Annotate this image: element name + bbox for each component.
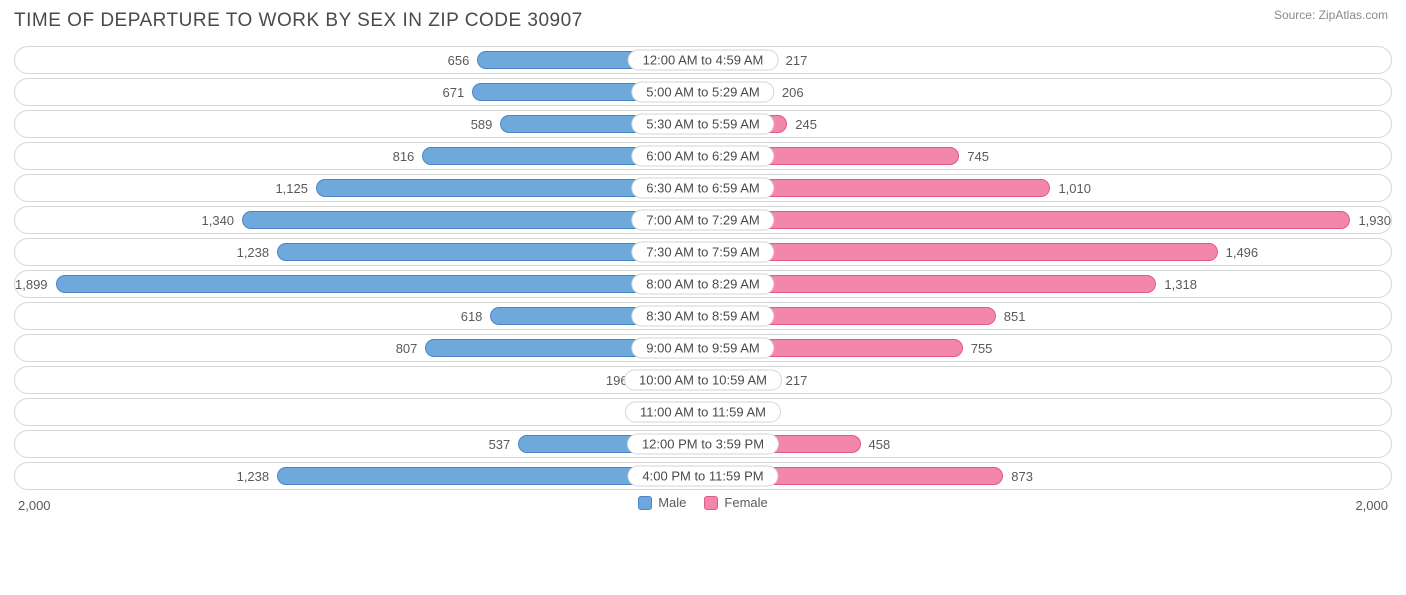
category-label: 7:00 AM to 7:29 AM <box>631 210 774 231</box>
male-value-label: 656 <box>448 53 470 68</box>
male-half: 1,340 <box>15 207 703 233</box>
male-value-label: 618 <box>461 309 483 324</box>
category-label: 8:30 AM to 8:59 AM <box>631 306 774 327</box>
female-half: 873 <box>703 463 1391 489</box>
female-half: 745 <box>703 143 1391 169</box>
chart-row: 671 206 5:00 AM to 5:29 AM <box>14 78 1392 106</box>
category-label: 7:30 AM to 7:59 AM <box>631 242 774 263</box>
female-half: 458 <box>703 431 1391 457</box>
male-half: 656 <box>15 47 703 73</box>
chart-row: 1,899 1,318 8:00 AM to 8:29 AM <box>14 270 1392 298</box>
male-value-label: 1,125 <box>275 181 308 196</box>
female-half: 755 <box>703 335 1391 361</box>
category-label: 4:00 PM to 11:59 PM <box>627 466 778 487</box>
female-value-label: 755 <box>971 341 993 356</box>
male-value-label: 1,899 <box>15 277 48 292</box>
chart-row: 816 745 6:00 AM to 6:29 AM <box>14 142 1392 170</box>
male-bar <box>56 275 703 293</box>
female-bar <box>703 243 1218 261</box>
category-label: 11:00 AM to 11:59 AM <box>625 402 781 423</box>
legend-label-male: Male <box>658 495 686 510</box>
male-half: 1,238 <box>15 463 703 489</box>
female-value-label: 458 <box>869 437 891 452</box>
male-half: 196 <box>15 367 703 393</box>
male-value-label: 589 <box>471 117 493 132</box>
axis-label-left: 2,000 <box>18 498 51 513</box>
male-swatch-icon <box>638 496 652 510</box>
female-value-label: 873 <box>1011 469 1033 484</box>
female-value-label: 1,496 <box>1226 245 1259 260</box>
diverging-bar-chart: 656 217 12:00 AM to 4:59 AM 671 206 5:00 AM t… <box>14 46 1392 490</box>
female-half: 108 <box>703 399 1391 425</box>
chart-row: 1,125 1,010 6:30 AM to 6:59 AM <box>14 174 1392 202</box>
male-half: 537 <box>15 431 703 457</box>
male-value-label: 537 <box>489 437 511 452</box>
category-label: 12:00 AM to 4:59 AM <box>628 50 779 71</box>
category-label: 5:30 AM to 5:59 AM <box>631 114 774 135</box>
chart-row: 656 217 12:00 AM to 4:59 AM <box>14 46 1392 74</box>
source-attribution: Source: ZipAtlas.com <box>1274 8 1388 22</box>
chart-row: 589 245 5:30 AM to 5:59 AM <box>14 110 1392 138</box>
male-half: 99 <box>15 399 703 425</box>
category-label: 12:00 PM to 3:59 PM <box>627 434 779 455</box>
male-value-label: 1,340 <box>202 213 235 228</box>
male-half: 671 <box>15 79 703 105</box>
chart-row: 1,238 873 4:00 PM to 11:59 PM <box>14 462 1392 490</box>
male-value-label: 1,238 <box>237 469 270 484</box>
female-value-label: 217 <box>786 53 808 68</box>
legend: Male Female <box>14 495 1392 510</box>
category-label: 6:00 AM to 6:29 AM <box>631 146 774 167</box>
male-value-label: 1,238 <box>237 245 270 260</box>
female-bar <box>703 211 1350 229</box>
female-half: 1,318 <box>703 271 1391 297</box>
chart-row: 537 458 12:00 PM to 3:59 PM <box>14 430 1392 458</box>
male-half: 807 <box>15 335 703 361</box>
legend-label-female: Female <box>724 495 767 510</box>
female-value-label: 217 <box>786 373 808 388</box>
male-half: 589 <box>15 111 703 137</box>
male-half: 1,238 <box>15 239 703 265</box>
male-value-label: 671 <box>442 85 464 100</box>
chart-row: 196 217 10:00 AM to 10:59 AM <box>14 366 1392 394</box>
category-label: 5:00 AM to 5:29 AM <box>631 82 774 103</box>
chart-row: 1,238 1,496 7:30 AM to 7:59 AM <box>14 238 1392 266</box>
chart-row: 807 755 9:00 AM to 9:59 AM <box>14 334 1392 362</box>
male-half: 1,899 <box>15 271 703 297</box>
female-value-label: 1,930 <box>1358 213 1391 228</box>
male-half: 816 <box>15 143 703 169</box>
chart-row: 618 851 8:30 AM to 8:59 AM <box>14 302 1392 330</box>
female-value-label: 206 <box>782 85 804 100</box>
female-half: 245 <box>703 111 1391 137</box>
category-label: 10:00 AM to 10:59 AM <box>624 370 782 391</box>
female-value-label: 245 <box>795 117 817 132</box>
male-value-label: 816 <box>393 149 415 164</box>
female-value-label: 745 <box>967 149 989 164</box>
female-half: 217 <box>703 367 1391 393</box>
female-swatch-icon <box>704 496 718 510</box>
male-half: 618 <box>15 303 703 329</box>
female-half: 1,930 <box>703 207 1391 233</box>
male-half: 1,125 <box>15 175 703 201</box>
female-half: 206 <box>703 79 1391 105</box>
female-value-label: 1,318 <box>1164 277 1197 292</box>
legend-item-male: Male <box>638 495 686 510</box>
female-half: 851 <box>703 303 1391 329</box>
category-label: 8:00 AM to 8:29 AM <box>631 274 774 295</box>
male-value-label: 807 <box>396 341 418 356</box>
axis-label-right: 2,000 <box>1355 498 1388 513</box>
chart-title: TIME OF DEPARTURE TO WORK BY SEX IN ZIP … <box>14 10 1392 32</box>
female-half: 1,496 <box>703 239 1391 265</box>
category-label: 9:00 AM to 9:59 AM <box>631 338 774 359</box>
female-value-label: 851 <box>1004 309 1026 324</box>
female-half: 217 <box>703 47 1391 73</box>
female-half: 1,010 <box>703 175 1391 201</box>
category-label: 6:30 AM to 6:59 AM <box>631 178 774 199</box>
chart-row: 9910811:00 AM to 11:59 AM <box>14 398 1392 426</box>
female-value-label: 1,010 <box>1058 181 1091 196</box>
legend-item-female: Female <box>704 495 767 510</box>
chart-row: 1,340 1,930 7:00 AM to 7:29 AM <box>14 206 1392 234</box>
